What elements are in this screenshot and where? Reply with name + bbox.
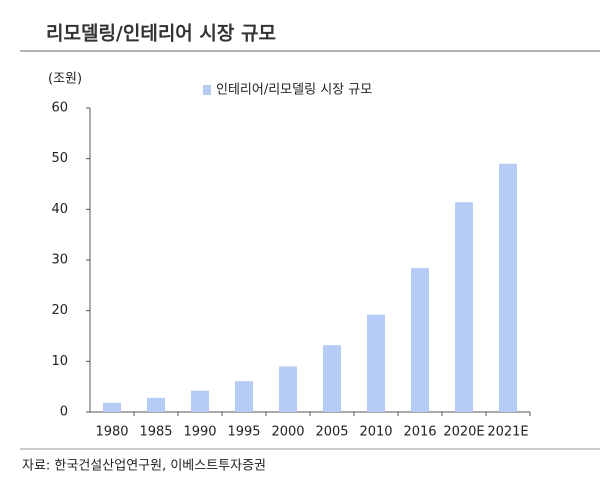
x-tick-label: 2000 xyxy=(271,425,304,440)
bar xyxy=(411,268,429,412)
legend-swatch xyxy=(203,85,211,95)
bar xyxy=(323,345,341,412)
y-tick-label: 20 xyxy=(51,303,68,318)
y-tick-label: 40 xyxy=(51,202,68,217)
y-tick-label: 10 xyxy=(51,354,68,369)
y-axis-label: (조원) xyxy=(48,72,82,87)
y-tick-label: 60 xyxy=(51,101,68,116)
chart-title: 리모델링/인테리어 시장 규모 xyxy=(46,23,276,45)
x-tick-label: 2010 xyxy=(359,425,392,440)
x-tick-label: 1990 xyxy=(183,425,216,440)
bar xyxy=(279,366,297,412)
bar xyxy=(455,202,473,412)
source-note: 자료: 한국건설산업연구원, 이베스트투자증권 xyxy=(22,459,266,474)
y-tick-label: 30 xyxy=(51,253,68,268)
y-tick-label: 0 xyxy=(60,405,68,420)
bar xyxy=(103,402,121,412)
x-tick-label: 2005 xyxy=(315,425,348,440)
x-tick-label: 2021E xyxy=(487,425,528,440)
x-tick-label: 2016 xyxy=(403,425,436,440)
bar xyxy=(147,397,165,412)
x-tick-label: 1995 xyxy=(227,425,260,440)
bar xyxy=(235,381,253,412)
x-tick-label: 2020E xyxy=(443,425,484,440)
x-tick-label: 1980 xyxy=(95,425,128,440)
legend-label: 인테리어/리모델링 시장 규모 xyxy=(216,83,372,98)
x-tick-label: 1985 xyxy=(139,425,172,440)
bar xyxy=(367,314,385,412)
bar xyxy=(191,390,209,412)
y-tick-label: 50 xyxy=(51,151,68,166)
bar xyxy=(499,163,517,412)
